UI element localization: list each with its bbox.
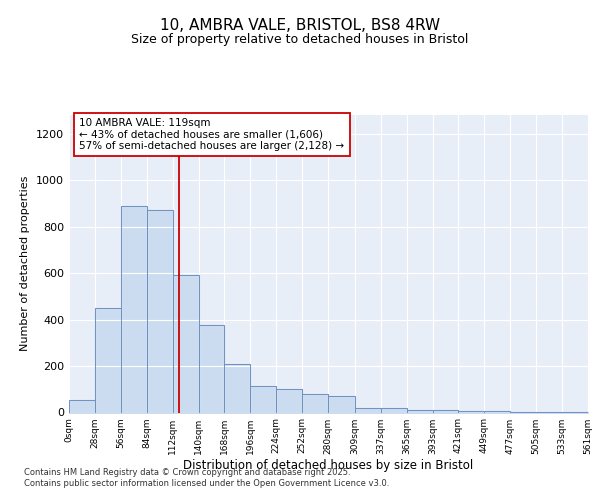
X-axis label: Distribution of detached houses by size in Bristol: Distribution of detached houses by size … <box>184 460 473 472</box>
Text: 10, AMBRA VALE, BRISTOL, BS8 4RW: 10, AMBRA VALE, BRISTOL, BS8 4RW <box>160 18 440 32</box>
Text: Size of property relative to detached houses in Bristol: Size of property relative to detached ho… <box>131 32 469 46</box>
Text: Contains HM Land Registry data © Crown copyright and database right 2025.
Contai: Contains HM Land Registry data © Crown c… <box>24 468 389 487</box>
Text: 10 AMBRA VALE: 119sqm
← 43% of detached houses are smaller (1,606)
57% of semi-d: 10 AMBRA VALE: 119sqm ← 43% of detached … <box>79 118 344 151</box>
Y-axis label: Number of detached properties: Number of detached properties <box>20 176 31 352</box>
